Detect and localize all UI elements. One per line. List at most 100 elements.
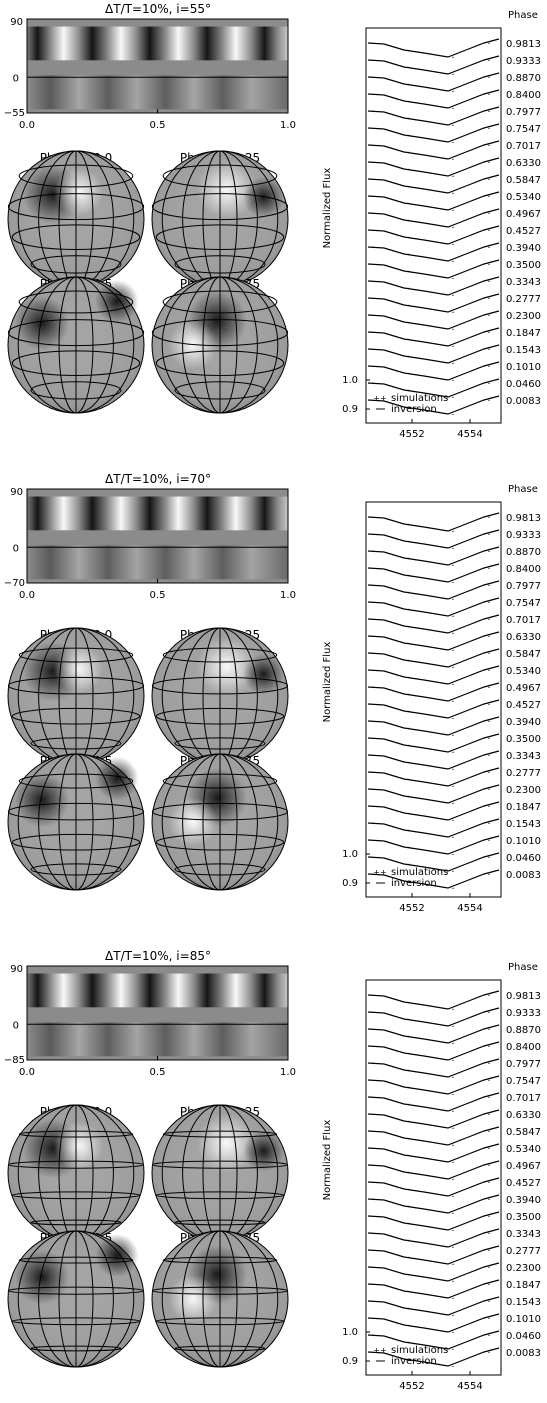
simulation-point xyxy=(452,192,454,194)
simulation-point xyxy=(408,778,410,781)
line-profile xyxy=(367,1024,500,1044)
map-low-band xyxy=(27,1022,288,1057)
phase-label: 0.1847 xyxy=(506,1280,541,1291)
line-profile xyxy=(367,784,500,804)
legend-simulation-label: simulations xyxy=(391,867,448,878)
phase-label: 0.1847 xyxy=(506,802,541,813)
map-xtick-label: 0.0 xyxy=(19,590,35,601)
line-profile xyxy=(367,191,500,211)
simulation-point xyxy=(488,110,490,112)
phase-label: 0.9333 xyxy=(506,1008,541,1019)
map-ytick-mid: 0 xyxy=(13,1020,19,1031)
globe-limb xyxy=(7,753,145,891)
simulation-point xyxy=(408,574,410,577)
line-profile xyxy=(367,767,500,787)
simulation-point xyxy=(408,1120,410,1122)
simulation-point xyxy=(488,703,490,706)
line-profile xyxy=(367,344,500,364)
simulation-point xyxy=(372,856,374,859)
simulation-point xyxy=(452,1314,454,1316)
line-profile xyxy=(367,990,500,1010)
simulation-point xyxy=(488,382,490,384)
map-xtick-label: 0.5 xyxy=(150,590,166,601)
simulation-point xyxy=(488,1130,490,1132)
phase-label: 0.8870 xyxy=(506,73,541,84)
simulation-point xyxy=(408,642,410,645)
globe-limb xyxy=(151,753,289,891)
simulation-point xyxy=(372,550,374,553)
map-xtick-label: 0.5 xyxy=(150,1067,166,1078)
phase-label: 0.8400 xyxy=(506,564,541,575)
simulation-point xyxy=(452,294,454,296)
simulation-point xyxy=(372,110,374,112)
simulation-point xyxy=(452,1178,454,1180)
map-ytick-bottom: −55 xyxy=(4,108,25,119)
legend-simulation-label: simulations xyxy=(391,393,448,404)
flux-axis-label: Normalized Flux xyxy=(322,1120,333,1201)
map-ytick-bottom: −85 xyxy=(4,1055,25,1066)
simulation-point xyxy=(452,683,454,686)
line-profile xyxy=(367,395,500,415)
simulation-point xyxy=(452,345,454,347)
simulation-point xyxy=(488,161,490,163)
line-profile xyxy=(367,750,500,770)
line-profile xyxy=(367,1262,500,1282)
simulation-point xyxy=(372,1011,374,1014)
phase-label: 0.8870 xyxy=(506,547,541,558)
phase-label: 0.3343 xyxy=(506,277,541,288)
simulation-point xyxy=(488,618,490,621)
simulation-point xyxy=(408,134,410,136)
map-low-band xyxy=(27,545,288,580)
line-profile xyxy=(367,1041,500,1061)
phase-label: 0.7547 xyxy=(506,1076,541,1087)
flux-ytick: 0.9 xyxy=(342,878,358,889)
map-spot-band xyxy=(27,26,288,61)
simulation-point xyxy=(408,1018,410,1021)
simulation-point xyxy=(372,754,374,757)
simulation-point xyxy=(372,601,374,604)
line-profile xyxy=(367,157,500,177)
simulation-point xyxy=(488,178,490,180)
simulation-point xyxy=(488,1249,490,1251)
line-profile xyxy=(367,614,500,634)
simulation-point xyxy=(372,76,374,78)
simulation-point xyxy=(488,365,490,367)
flux-ytick: 1.0 xyxy=(342,1327,358,1338)
phase-label: 0.3343 xyxy=(506,751,541,762)
simulation-point xyxy=(372,1283,374,1285)
simulation-point xyxy=(452,1212,454,1214)
globe xyxy=(7,1104,145,1242)
simulation-point xyxy=(372,42,374,45)
phase-label: 0.8400 xyxy=(506,1042,541,1053)
simulation-point xyxy=(488,584,490,587)
simulation-point xyxy=(452,1331,454,1333)
simulation-point xyxy=(408,304,410,306)
simulation-point xyxy=(408,540,410,543)
simulation-point xyxy=(488,76,490,78)
line-profile xyxy=(367,835,500,855)
simulation-point xyxy=(452,1297,454,1299)
simulation-point xyxy=(452,1161,454,1163)
simulation-point xyxy=(408,1103,410,1105)
simulation-point xyxy=(408,1307,410,1309)
line-profile xyxy=(367,293,500,313)
simulation-point xyxy=(408,1341,410,1343)
simulation-point xyxy=(408,608,410,611)
simulation-point xyxy=(408,406,410,408)
phase-label: 0.7017 xyxy=(506,615,541,626)
phase-label: 0.9813 xyxy=(506,991,541,1002)
globe xyxy=(7,150,145,288)
simulation-point xyxy=(408,727,410,730)
simulation-point xyxy=(488,348,490,350)
simulation-point xyxy=(372,737,374,740)
phase-label: 0.4527 xyxy=(506,1178,541,1189)
line-profile xyxy=(367,378,500,398)
simulation-point xyxy=(488,1011,490,1014)
simulation-point xyxy=(408,1171,410,1173)
phase-label: 0.4967 xyxy=(506,209,541,220)
line-profile xyxy=(367,123,500,143)
simulation-point xyxy=(408,1256,410,1258)
simulation-point xyxy=(372,229,374,231)
simulation-point xyxy=(372,1266,374,1268)
